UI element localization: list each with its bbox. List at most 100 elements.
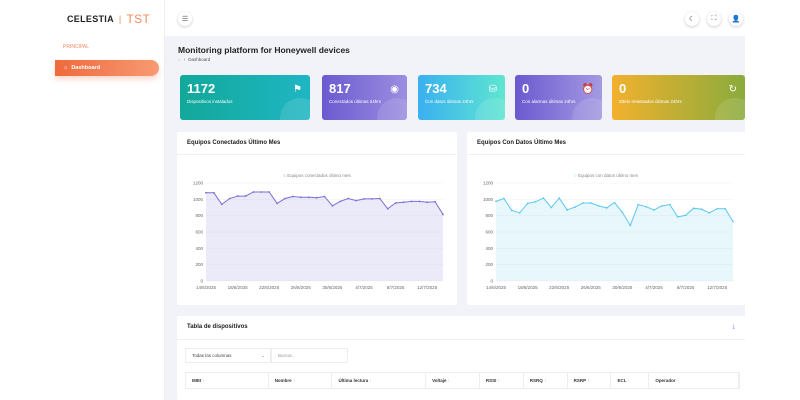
y-tick-label: 0 xyxy=(490,279,493,284)
stat-card[interactable]: 0 Con alarmas últimas 24hrs ⏰ xyxy=(515,75,602,120)
y-tick-label: 1200 xyxy=(193,181,204,186)
data-point xyxy=(418,200,421,203)
column-header[interactable]: RSRP ↑ xyxy=(568,373,612,388)
x-tick-label: 18/6/2025 xyxy=(228,285,249,290)
data-point xyxy=(700,208,703,211)
signal-icon: ◉ xyxy=(390,84,399,95)
x-tick-label: 14/6/2025 xyxy=(486,285,507,290)
data-point xyxy=(503,197,505,200)
chart-connected: Equipos Conectados Último Mes ○ Equipos … xyxy=(177,132,457,305)
data-point xyxy=(510,209,513,212)
data-point xyxy=(268,191,271,193)
column-header[interactable]: RSSI ↑ xyxy=(480,373,524,388)
stat-card[interactable]: 817 Conectados últimas 24hrs ◉ xyxy=(322,75,407,120)
y-tick-label: 1000 xyxy=(483,197,494,202)
stat-card[interactable]: 1172 Dispositivos instalados ⚑ xyxy=(180,75,310,120)
fullscreen-icon[interactable]: ⛶ xyxy=(707,12,721,26)
stat-card[interactable]: 0 Sitelo reseteados últimas 24hrs ↻ xyxy=(612,75,745,120)
chart-data: Equipos Con Datos Último Mes ○ Equipos c… xyxy=(467,132,745,305)
data-point xyxy=(276,202,278,205)
y-tick-label: 400 xyxy=(485,246,493,251)
stat-card[interactable]: 734 Con datos últimas 24hrs ⛁ xyxy=(418,75,505,120)
column-header[interactable]: Nombre ↑ xyxy=(269,373,333,388)
chart-legend: ○ Equipos conectados último mes xyxy=(283,173,351,178)
data-point xyxy=(668,203,671,206)
data-point xyxy=(252,191,255,193)
data-point xyxy=(402,201,405,204)
data-point xyxy=(534,200,537,203)
data-point xyxy=(613,201,616,204)
chart-svg: 0 200 400 600 800 1000 1200 14/6/2025 18/6/2025 2… xyxy=(483,181,734,290)
sort-icon: ↑ xyxy=(369,378,372,383)
data-point xyxy=(637,203,640,206)
stat-label: Dispositivos instalados xyxy=(187,99,233,104)
data-point xyxy=(205,191,207,194)
column-header[interactable]: RSRQ ↑ xyxy=(524,373,568,388)
data-point xyxy=(292,195,294,198)
x-tick-label: 8/7/2025 xyxy=(677,285,695,290)
stat-value: 734 xyxy=(425,81,447,96)
x-tick-label: 30/6/2025 xyxy=(322,285,343,290)
area-fill xyxy=(496,198,733,281)
refresh-icon: ↻ xyxy=(728,84,737,95)
sort-icon: ↑ xyxy=(447,378,451,383)
moon-icon[interactable]: ☾ xyxy=(685,12,699,26)
sort-icon: ↑ xyxy=(676,378,680,383)
stat-value: 817 xyxy=(329,81,351,96)
sort-icon: ↑ xyxy=(627,378,630,383)
data-point xyxy=(582,202,584,204)
topbar: ☰ ☾ ⛶ 👤 xyxy=(165,0,745,36)
area-fill xyxy=(206,191,443,281)
data-point xyxy=(442,213,444,216)
data-point xyxy=(386,207,389,210)
data-point xyxy=(355,199,357,202)
menu-icon[interactable]: ☰ xyxy=(178,12,192,26)
data-point xyxy=(307,196,310,199)
user-icon[interactable]: 👤 xyxy=(729,12,743,26)
y-tick-label: 1000 xyxy=(193,197,204,202)
column-header[interactable]: IMEI ↑ xyxy=(186,373,269,388)
column-header[interactable]: Última lectura ↑ xyxy=(332,373,427,388)
sidebar-item-dashboard[interactable]: ⌂ Dashboard xyxy=(55,60,159,76)
logo[interactable]: CELESTIA | TST xyxy=(67,12,151,26)
column-header[interactable]: Operador ↑ xyxy=(649,373,739,388)
data-point xyxy=(371,198,373,200)
devices-table: Tabla de dispositivos ⤓ Todas las columna… xyxy=(177,316,745,400)
home-icon[interactable]: ⌂ xyxy=(178,57,181,62)
sort-icon: ↑ xyxy=(292,378,296,383)
data-point xyxy=(244,195,247,197)
y-tick-label: 800 xyxy=(485,213,493,218)
stat-value: 0 xyxy=(522,81,530,96)
search-input[interactable]: Buscar... xyxy=(271,348,348,363)
data-point xyxy=(574,206,576,208)
stat-label: Sitelo reseteados últimas 24hrs xyxy=(619,99,682,104)
data-point xyxy=(228,197,231,200)
data-point xyxy=(653,209,655,211)
data-point xyxy=(315,196,318,199)
breadcrumb-item[interactable]: Dashboard xyxy=(188,57,211,62)
y-tick-label: 600 xyxy=(485,230,493,235)
database-icon: ⛁ xyxy=(488,84,497,95)
column-header[interactable]: ECL ↑ xyxy=(611,373,650,388)
data-point xyxy=(347,197,350,200)
column-filter-select[interactable]: Todas las columnas ⌄ xyxy=(185,348,271,363)
y-tick-label: 600 xyxy=(195,230,203,235)
x-tick-label: 22/6/2025 xyxy=(549,285,570,290)
data-point xyxy=(236,195,239,197)
chart-title: Equipos Con Datos Último Mes xyxy=(467,132,745,155)
sort-icon: ↑ xyxy=(587,378,590,383)
data-point xyxy=(708,211,711,214)
data-point xyxy=(363,198,365,200)
data-point xyxy=(645,205,647,208)
stat-value: 0 xyxy=(619,81,627,96)
y-tick-label: 400 xyxy=(195,246,203,251)
x-tick-label: 22/6/2025 xyxy=(259,285,280,290)
data-point xyxy=(213,191,215,194)
column-header[interactable]: Voltaje ↑ xyxy=(426,373,480,388)
data-point xyxy=(220,203,223,206)
data-point xyxy=(724,207,726,210)
download-icon[interactable]: ⤓ xyxy=(732,324,735,330)
y-tick-label: 0 xyxy=(200,279,203,284)
data-point xyxy=(394,202,397,204)
data-point xyxy=(410,200,413,203)
